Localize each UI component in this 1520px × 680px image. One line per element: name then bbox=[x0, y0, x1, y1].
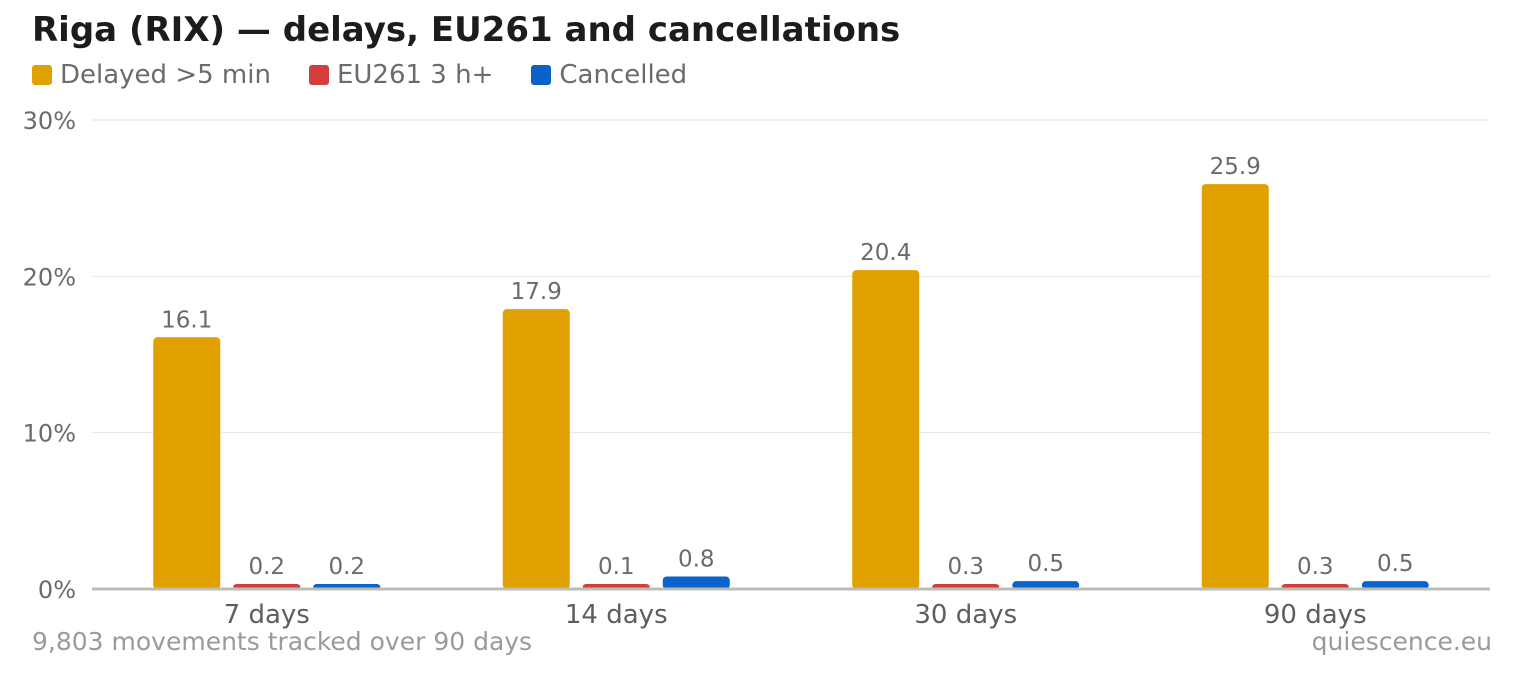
bar bbox=[662, 576, 730, 589]
x-tick-label: 14 days bbox=[565, 600, 668, 630]
x-tick-label: 30 days bbox=[914, 600, 1017, 630]
legend-item-eu261: EU261 3 h+ bbox=[308, 60, 494, 90]
legend-label-delayed: Delayed >5 min bbox=[60, 60, 271, 90]
bar bbox=[502, 309, 570, 589]
legend-item-cancelled: Cancelled bbox=[531, 60, 687, 90]
bar bbox=[1361, 581, 1429, 589]
footnote: 9,803 movements tracked over 90 days bbox=[32, 627, 533, 656]
x-tick-label: 90 days bbox=[1264, 600, 1367, 630]
bar bbox=[1201, 184, 1269, 589]
x-tick-label: 7 days bbox=[224, 600, 310, 630]
data-label: 0.2 bbox=[248, 554, 285, 580]
legend-label-cancelled: Cancelled bbox=[559, 60, 688, 90]
data-label: 0.3 bbox=[1297, 554, 1334, 580]
data-label: 0.2 bbox=[328, 554, 365, 580]
legend: Delayed >5 min EU261 3 h+ Cancelled bbox=[32, 60, 725, 90]
data-label: 17.9 bbox=[511, 279, 562, 305]
data-label: 0.5 bbox=[1377, 551, 1414, 577]
y-tick-label: 20% bbox=[23, 263, 76, 291]
bar bbox=[153, 337, 221, 589]
legend-swatch-eu261 bbox=[308, 65, 329, 85]
chart-title: Riga (RIX) — delays, EU261 and cancellat… bbox=[32, 10, 901, 50]
data-label: 0.8 bbox=[678, 546, 715, 572]
legend-swatch-cancelled bbox=[531, 65, 552, 85]
y-tick-label: 10% bbox=[23, 420, 76, 448]
bar bbox=[852, 270, 920, 589]
data-label: 0.3 bbox=[947, 554, 984, 580]
data-label: 20.4 bbox=[860, 240, 911, 266]
legend-swatch-delayed bbox=[32, 65, 52, 85]
data-label: 25.9 bbox=[1210, 154, 1261, 180]
y-tick-label: 0% bbox=[38, 576, 76, 604]
y-tick-label: 30% bbox=[23, 107, 76, 135]
source-credit: quiescence.eu bbox=[1311, 627, 1492, 656]
data-label: 16.1 bbox=[161, 307, 212, 333]
legend-label-eu261: EU261 3 h+ bbox=[336, 60, 494, 90]
data-label: 0.5 bbox=[1027, 551, 1064, 577]
data-label: 0.1 bbox=[598, 554, 635, 580]
legend-item-delayed: Delayed >5 min bbox=[32, 60, 271, 90]
bar bbox=[1012, 581, 1080, 589]
